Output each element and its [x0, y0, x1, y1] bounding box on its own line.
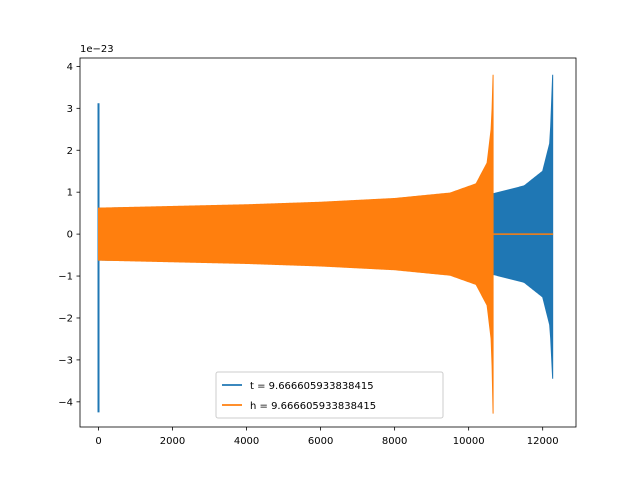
y-tick-label: −4: [58, 397, 73, 408]
legend-label: t = 9.666605933838415: [250, 381, 374, 392]
x-tick-label: 4000: [234, 436, 259, 447]
axes-border: [79, 57, 577, 428]
plot-area: [97, 74, 554, 414]
y-tick-label: −3: [58, 355, 73, 366]
legend-label: h = 9.666605933838415: [250, 401, 376, 412]
y-tick-label: 2: [67, 146, 73, 157]
x-tick-label: 0: [95, 436, 101, 447]
y-tick-label: 3: [67, 104, 73, 115]
x-tick-label: 12000: [527, 436, 559, 447]
y-tick-label: 0: [67, 230, 73, 241]
y-tick-label: 1: [67, 188, 73, 199]
x-tick-label: 8000: [382, 436, 407, 447]
series-orange: [98, 74, 554, 414]
x-tick-label: 10000: [453, 436, 485, 447]
y-offset-label: 1e−23: [80, 44, 114, 55]
axes-frame: [79, 57, 577, 428]
x-tick-label: 2000: [160, 436, 185, 447]
legend: t = 9.666605933838415 h = 9.6666059338384…: [215, 371, 444, 419]
x-axis: 0 2000 4000 6000 8000 10000 12000: [95, 427, 559, 447]
series-band: [98, 74, 494, 414]
y-tick-label: −1: [58, 272, 73, 283]
x-tick-label: 6000: [308, 436, 333, 447]
y-axis: 4 3 2 1 0 −1 −2 −3 −4: [58, 62, 80, 408]
y-tick-label: −2: [58, 313, 73, 324]
legend-box: [215, 371, 444, 419]
y-tick-label: 4: [67, 62, 73, 73]
